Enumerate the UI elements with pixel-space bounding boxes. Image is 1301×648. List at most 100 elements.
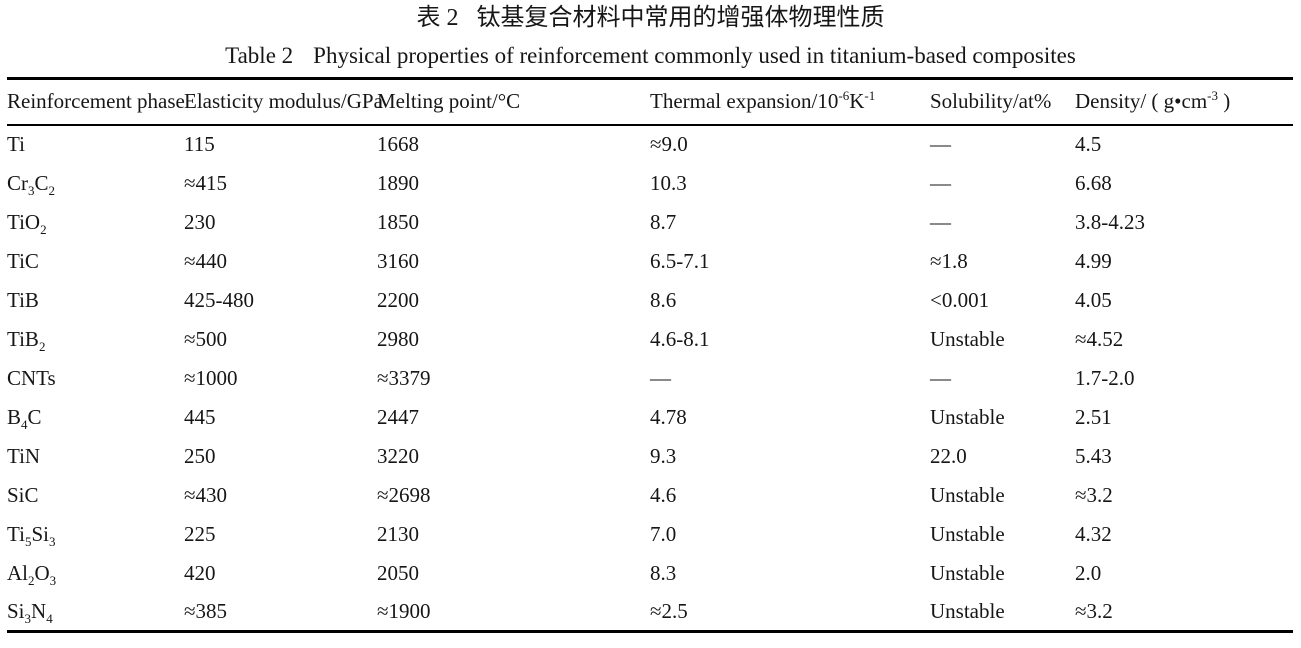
cell-thermal_expansion: 8.3 (650, 560, 677, 585)
cell-solubility: 22.0 (930, 443, 967, 468)
cell-melting_point: 2200 (377, 287, 419, 312)
cell-phase: TiB (7, 287, 39, 312)
table-caption-zh: 钛基复合材料中常用的增强体物理性质 (476, 5, 885, 31)
table-row: Si3N4 ≈385 ≈1900 ≈2.5 Unstable ≈3.2 (7, 593, 1293, 632)
table-row: SiC ≈430 ≈2698 4.6 Unstable ≈3.2 (7, 476, 1293, 515)
cell-melting_point: 2050 (377, 560, 419, 585)
table-row: Cr3C2 ≈415 1890 10.3 — 6.68 (7, 164, 1293, 203)
cell-melting_point: 1668 (377, 132, 419, 156)
cell-density: ≈3.2 (1075, 598, 1113, 623)
table-row: TiB 425-480 2200 8.6 <0.001 4.05 (7, 281, 1293, 320)
cell-solubility: — (930, 365, 951, 390)
cell-solubility: — (930, 170, 951, 195)
cell-elasticity_modulus: 420 (184, 560, 216, 585)
cell-melting_point: ≈1900 (377, 598, 431, 623)
table-number-zh: 表 2 (416, 5, 459, 31)
cell-thermal_expansion: 6.5-7.1 (650, 248, 710, 273)
table-number-en: Table 2 (225, 43, 294, 68)
cell-density: ≈4.52 (1075, 326, 1124, 351)
cell-solubility: — (930, 209, 951, 234)
cell-melting_point: 3160 (377, 248, 419, 273)
cell-solubility: Unstable (930, 404, 1005, 429)
cell-density: 5.43 (1075, 443, 1112, 468)
cell-thermal_expansion: 10.3 (650, 170, 687, 195)
cell-density: ≈3.2 (1075, 482, 1113, 507)
cell-elasticity_modulus: 250 (184, 443, 216, 468)
cell-elasticity_modulus: 225 (184, 521, 216, 546)
cell-density: 4.32 (1075, 521, 1112, 546)
cell-phase: TiB2 (7, 326, 46, 354)
page-title-en: Table 2 Physical properties of reinforcem… (0, 41, 1301, 71)
cell-thermal_expansion: 4.78 (650, 404, 687, 429)
cell-elasticity_modulus: 425-480 (184, 287, 254, 312)
cell-phase: CNTs (7, 365, 56, 390)
cell-phase: B4C (7, 404, 42, 432)
cell-elasticity_modulus: 230 (184, 209, 216, 234)
cell-thermal_expansion: 7.0 (650, 521, 677, 546)
cell-melting_point: ≈3379 (377, 365, 431, 390)
table-row: TiB2 ≈500 2980 4.6-8.1 Unstable ≈4.52 (7, 320, 1293, 359)
header-row: Reinforcement phase Elasticity modulus/GP… (7, 79, 1293, 125)
cell-thermal_expansion: 4.6-8.1 (650, 326, 710, 351)
cell-solubility: Unstable (930, 560, 1005, 585)
table-body: Ti 115 1668 ≈9.0 — 4.5 Cr3C2 ≈415 1890 10.3 — 6.68 T… (7, 125, 1293, 632)
cell-melting_point: 2447 (377, 404, 419, 429)
cell-thermal_expansion: — (650, 365, 671, 390)
cell-phase: TiN (7, 443, 41, 468)
table-caption-en: Physical properties of reinforcement com… (313, 43, 1076, 68)
table-row: TiC ≈440 3160 6.5-7.1 ≈1.8 4.99 (7, 242, 1293, 281)
cell-elasticity_modulus: 445 (184, 404, 216, 429)
cell-phase: Si3N4 (7, 598, 53, 626)
cell-density: 4.99 (1075, 248, 1112, 273)
page-title-zh: 表 2 钛基复合材料中常用的增强体物理性质 (0, 3, 1301, 33)
column-header-thermal_expansion: Thermal expansion/10-6K-1 (650, 88, 876, 114)
cell-melting_point: 1890 (377, 170, 419, 195)
cell-thermal_expansion: 8.7 (650, 209, 677, 234)
column-header-density: Density/ ( g•cm-3 ) (1075, 88, 1231, 114)
column-header-melting_point: Melting point/°C (377, 89, 521, 114)
table-row: B4C 445 2447 4.78 Unstable 2.51 (7, 398, 1293, 437)
cell-density: 4.05 (1075, 287, 1112, 312)
cell-phase: Ti5Si3 (7, 521, 56, 549)
table-row: TiN 250 3220 9.3 22.0 5.43 (7, 437, 1293, 476)
cell-phase: Ti (7, 132, 25, 156)
cell-melting_point: 2130 (377, 521, 419, 546)
cell-density: 6.68 (1075, 170, 1112, 195)
cell-melting_point: 2980 (377, 326, 419, 351)
cell-elasticity_modulus: ≈385 (184, 598, 228, 623)
table-row: TiO2 230 1850 8.7 — 3.8-4.23 (7, 203, 1293, 242)
cell-density: 1.7-2.0 (1075, 365, 1135, 390)
cell-solubility: <0.001 (930, 287, 990, 312)
cell-density: 3.8-4.23 (1075, 209, 1145, 234)
cell-density: 2.0 (1075, 560, 1102, 585)
cell-elasticity_modulus: ≈1000 (184, 365, 238, 390)
cell-solubility: Unstable (930, 598, 1005, 623)
cell-elasticity_modulus: ≈500 (184, 326, 228, 351)
column-header-elasticity_modulus: Elasticity modulus/GPa (184, 89, 383, 114)
column-header-phase: Reinforcement phase (7, 89, 185, 114)
cell-elasticity_modulus: ≈440 (184, 248, 228, 273)
cell-elasticity_modulus: 115 (184, 132, 215, 156)
cell-density: 2.51 (1075, 404, 1112, 429)
cell-solubility: Unstable (930, 326, 1005, 351)
cell-elasticity_modulus: ≈430 (184, 482, 228, 507)
properties-table: Reinforcement phase Elasticity modulus/GP… (7, 77, 1293, 633)
table-row: Ti5Si3 225 2130 7.0 Unstable 4.32 (7, 515, 1293, 554)
cell-thermal_expansion: 9.3 (650, 443, 677, 468)
table-row: CNTs ≈1000 ≈3379 — — 1.7-2.0 (7, 359, 1293, 398)
cell-thermal_expansion: ≈2.5 (650, 598, 688, 623)
cell-solubility: Unstable (930, 521, 1005, 546)
cell-elasticity_modulus: ≈415 (184, 170, 228, 195)
cell-melting_point: 3220 (377, 443, 419, 468)
cell-phase: SiC (7, 482, 39, 507)
cell-melting_point: ≈2698 (377, 482, 431, 507)
cell-thermal_expansion: 8.6 (650, 287, 677, 312)
cell-melting_point: 1850 (377, 209, 419, 234)
cell-phase: TiC (7, 248, 39, 273)
table-row: Ti 115 1668 ≈9.0 — 4.5 (7, 125, 1293, 164)
column-header-solubility: Solubility/at% (930, 89, 1052, 114)
cell-thermal_expansion: ≈9.0 (650, 132, 688, 156)
cell-density: 4.5 (1075, 132, 1102, 156)
cell-solubility: Unstable (930, 482, 1005, 507)
